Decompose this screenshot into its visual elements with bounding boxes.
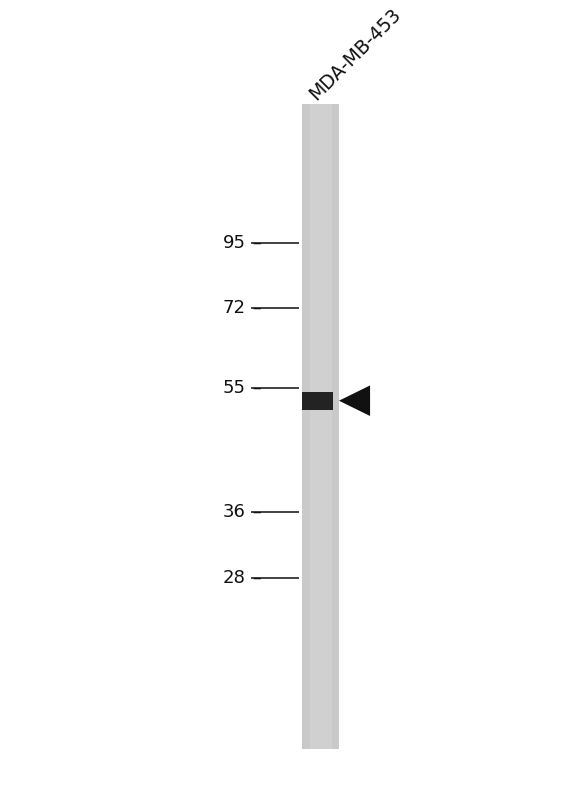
Text: –: – [247, 234, 262, 251]
Text: –: – [247, 379, 262, 398]
Text: –: – [247, 299, 262, 317]
Text: MDA-MB-453: MDA-MB-453 [306, 5, 405, 104]
Bar [302, 391, 333, 410]
Text: –: – [247, 503, 262, 521]
Text: –: – [247, 569, 262, 586]
Text: 28: 28 [223, 569, 246, 586]
Text: 55: 55 [223, 379, 246, 398]
Text: 95: 95 [223, 234, 246, 251]
Bar [310, 104, 332, 749]
Polygon shape [339, 386, 370, 416]
Text: 72: 72 [223, 299, 246, 317]
Text: 36: 36 [223, 503, 246, 521]
Bar [302, 104, 339, 749]
